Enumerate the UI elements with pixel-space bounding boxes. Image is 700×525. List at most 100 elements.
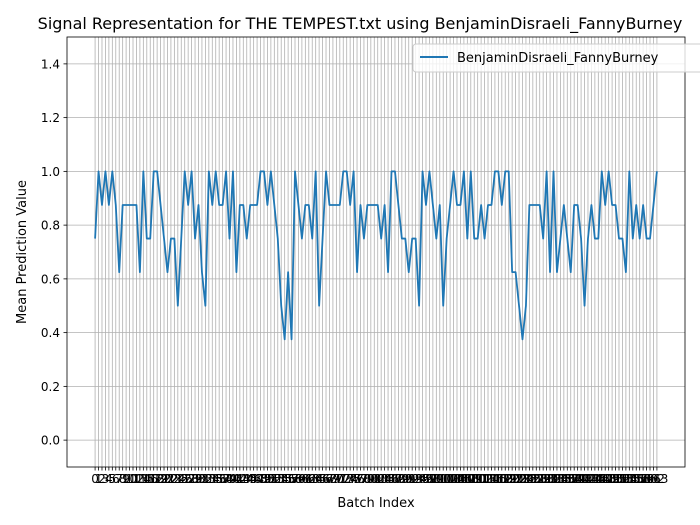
x-tick-label: 153 [611, 472, 634, 486]
x-tick-label: 6 [112, 472, 120, 486]
x-tick-label: 37 [215, 472, 230, 486]
x-tick-label: 108 [456, 472, 479, 486]
x-tick-label: 39 [222, 472, 237, 486]
x-tick-label: 163 [645, 472, 668, 486]
x-tick-label: 99 [429, 472, 444, 486]
x-tick-label: 94 [411, 472, 426, 486]
x-tick-label: 3 [102, 472, 110, 486]
x-tick-label: 124 [511, 472, 534, 486]
chart-title: Signal Representation for THE TEMPEST.tx… [38, 14, 683, 34]
x-tick-label: 66 [315, 472, 330, 486]
x-tick-label: 101 [432, 472, 455, 486]
x-tick-label: 137 [556, 472, 579, 486]
x-tick-label: 75 [346, 472, 361, 486]
x-tick-label: 67 [318, 472, 333, 486]
x-tick-label: 15 [139, 472, 154, 486]
x-tick-label: 126 [518, 472, 541, 486]
x-tick-label: 64 [308, 472, 323, 486]
x-tick-label: 49 [256, 472, 271, 486]
x-tick-label: 55 [277, 472, 292, 486]
x-tick-label: 59 [291, 472, 306, 486]
x-tick-label: 53 [270, 472, 285, 486]
x-tick-label: 65 [311, 472, 326, 486]
x-tick-label: 42 [232, 472, 247, 486]
x-tick-label: 11 [125, 472, 140, 486]
x-tick-label: 33 [201, 472, 216, 486]
x-tick-label: 98 [425, 472, 440, 486]
x-tick-label: 25 [174, 472, 189, 486]
x-tick-label: 82 [370, 472, 385, 486]
x-tick-label: 131 [535, 472, 558, 486]
x-tick-label: 9 [122, 472, 130, 486]
y-tick-label: 0.6 [41, 272, 60, 286]
x-tick-label: 141 [570, 472, 593, 486]
x-tick-label: 154 [614, 472, 637, 486]
x-tick-label: 74 [343, 472, 358, 486]
x-tick-label: 122 [504, 472, 527, 486]
x-tick-label: 81 [367, 472, 382, 486]
x-tick-label: 142 [573, 472, 596, 486]
x-tick-label: 19 [153, 472, 168, 486]
x-tick-label: 47 [249, 472, 264, 486]
x-tick-label: 150 [601, 472, 624, 486]
x-tick-label: 162 [642, 472, 665, 486]
x-tick-label: 44 [239, 472, 254, 486]
x-tick-label: 110 [463, 472, 486, 486]
x-tick-label: 45 [243, 472, 258, 486]
x-tick-label: 51 [263, 472, 278, 486]
x-tick-label: 1 [95, 472, 103, 486]
x-tick-label: 152 [608, 472, 631, 486]
x-tick-label: 140 [566, 472, 589, 486]
x-tick-label: 90 [398, 472, 413, 486]
x-tick-label: 97 [422, 472, 437, 486]
x-tick-label: 119 [494, 472, 517, 486]
x-tick-label: 109 [459, 472, 482, 486]
x-tick-label: 135 [549, 472, 572, 486]
x-tick-label: 41 [229, 472, 244, 486]
x-tick-label: 146 [587, 472, 610, 486]
x-tick-label: 88 [391, 472, 406, 486]
x-tick-label: 4 [105, 472, 113, 486]
x-tick-label: 46 [246, 472, 261, 486]
x-tick-label: 121 [501, 472, 524, 486]
x-tick-label: 36 [212, 472, 227, 486]
x-tick-label: 136 [552, 472, 575, 486]
x-tick-label: 24 [170, 472, 185, 486]
x-tick-label: 56 [280, 472, 295, 486]
x-tick-label: 32 [198, 472, 213, 486]
x-tick-label: 21 [160, 472, 175, 486]
x-tick-label: 149 [597, 472, 620, 486]
x-tick-label: 71 [332, 472, 347, 486]
axes-frame [66, 36, 686, 468]
x-tick-label: 16 [143, 472, 158, 486]
x-tick-label: 38 [218, 472, 233, 486]
x-tick-label: 161 [639, 472, 662, 486]
x-tick-label: 113 [473, 472, 496, 486]
x-tick-label: 118 [490, 472, 513, 486]
y-tick-label: 0.0 [41, 434, 60, 448]
ticks: 0123456789101112131415161718192021222324… [41, 57, 668, 486]
x-axis-label: Batch Index [337, 496, 415, 511]
x-tick-label: 128 [525, 472, 548, 486]
grid [67, 37, 685, 467]
y-tick-label: 0.8 [41, 219, 60, 233]
x-tick-label: 147 [590, 472, 613, 486]
x-tick-label: 100 [428, 472, 451, 486]
x-tick-label: 96 [418, 472, 433, 486]
x-tick-label: 138 [559, 472, 582, 486]
x-tick-label: 5 [109, 472, 117, 486]
x-tick-label: 40 [225, 472, 240, 486]
x-tick-label: 87 [387, 472, 402, 486]
legend-box [412, 43, 700, 73]
x-tick-label: 50 [260, 472, 275, 486]
x-tick-label: 155 [618, 472, 641, 486]
x-tick-label: 157 [625, 472, 648, 486]
x-tick-label: 23 [167, 472, 182, 486]
x-tick-label: 117 [487, 472, 510, 486]
x-tick-label: 17 [146, 472, 161, 486]
x-tick-label: 0 [91, 472, 99, 486]
x-tick-label: 28 [184, 472, 199, 486]
plot-area [94, 170, 658, 341]
x-tick-label: 20 [156, 472, 171, 486]
x-tick-label: 18 [149, 472, 164, 486]
